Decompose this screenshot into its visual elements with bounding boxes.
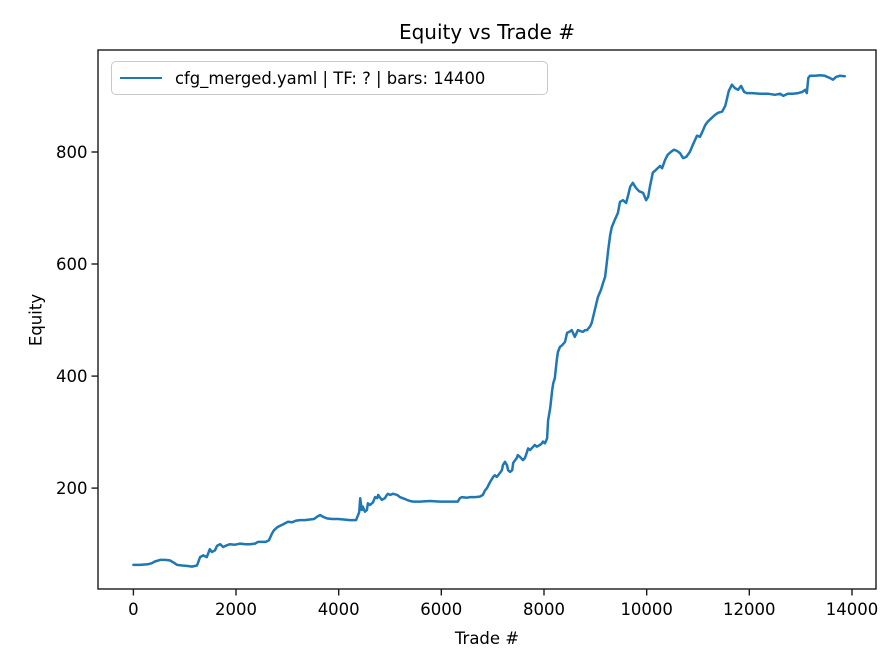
chart-title: Equity vs Trade # — [398, 20, 576, 44]
y-axis-label: Equity — [26, 293, 46, 347]
x-axis-ticks: 0 2000 4000 6000 8000 10000 12000 14000 — [128, 589, 878, 619]
x-tick-label: 2000 — [215, 600, 257, 619]
legend-label: cfg_merged.yaml | TF: ? | bars: 14400 — [175, 68, 486, 88]
x-tick-label: 6000 — [420, 600, 462, 619]
x-tick-label: 14000 — [826, 600, 879, 619]
x-tick-label: 0 — [128, 600, 139, 619]
legend-line-sample-icon — [120, 76, 162, 80]
plot-border — [97, 49, 877, 590]
y-tick-label: 400 — [56, 367, 88, 386]
y-tick-label: 200 — [56, 479, 88, 498]
y-tick-label: 800 — [56, 143, 88, 162]
x-tick-label: 4000 — [318, 600, 360, 619]
legend: cfg_merged.yaml | TF: ? | bars: 14400 — [111, 61, 548, 95]
y-axis-ticks: 200 400 600 800 — [56, 143, 98, 498]
x-tick-label: 8000 — [523, 600, 565, 619]
x-tick-label: 10000 — [620, 600, 673, 619]
y-tick-label: 600 — [56, 255, 88, 274]
x-axis-label: Trade # — [454, 629, 520, 648]
series-line — [132, 73, 847, 568]
x-tick-label: 12000 — [723, 600, 776, 619]
